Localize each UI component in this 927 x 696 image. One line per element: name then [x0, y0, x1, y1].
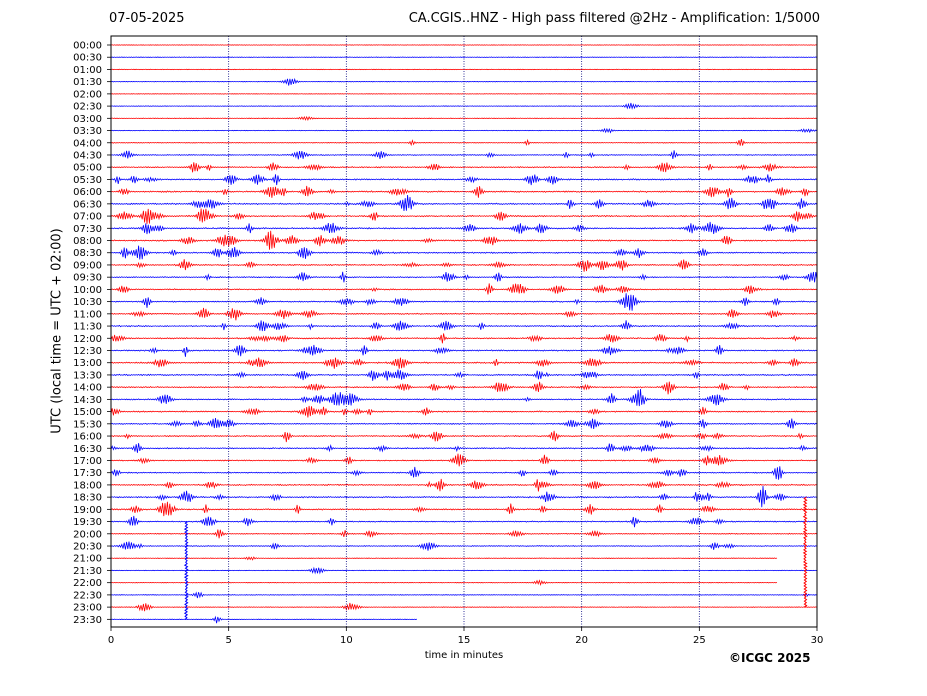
trace-row-1900 — [110, 501, 818, 517]
y-tick-label: 04:30 — [73, 150, 102, 161]
y-tick-label: 22:00 — [73, 578, 102, 589]
y-tick-label: 15:30 — [73, 419, 102, 430]
trace-row-0530 — [110, 174, 818, 186]
trace-row-0000 — [110, 44, 818, 46]
trace-row-0500 — [110, 162, 818, 173]
y-tick-label: 11:00 — [73, 309, 102, 320]
y-tick-label: 01:00 — [73, 65, 102, 76]
y-tick-label: 23:30 — [73, 615, 102, 626]
trace-row-0030 — [110, 56, 818, 58]
y-tick-label: 03:00 — [73, 114, 102, 125]
y-tick-label: 14:00 — [73, 383, 102, 394]
y-tick-label: 06:30 — [73, 199, 102, 210]
y-tick-label: 03:30 — [73, 126, 102, 137]
y-tick-label: 07:00 — [73, 212, 102, 223]
grid-group — [228, 36, 700, 627]
x-tick-label: 20 — [575, 635, 588, 646]
y-tick-label: 09:00 — [73, 260, 102, 271]
y-tick-label: 19:00 — [73, 505, 102, 516]
y-tick-label: 07:30 — [73, 224, 102, 235]
y-tick-label: 23:00 — [73, 603, 102, 614]
x-tick-label: 15 — [458, 635, 471, 646]
trace-row-0930 — [110, 271, 818, 283]
y-tick-label: 12:30 — [73, 346, 102, 357]
plot-frame — [110, 35, 818, 628]
trace-row-2100 — [110, 556, 778, 561]
y-tick-label: 10:30 — [73, 297, 102, 308]
y-tick-label: 19:30 — [73, 517, 102, 528]
x-tick-label: 30 — [811, 635, 824, 646]
y-tick-label: 02:30 — [73, 102, 102, 113]
y-tick-label: 06:00 — [73, 187, 102, 198]
y-tick-label: 09:30 — [73, 273, 102, 284]
trace-row-0130 — [110, 77, 818, 86]
trace-row-1000 — [110, 283, 818, 295]
x-tick-label: 5 — [225, 635, 231, 646]
trace-row-2330 — [110, 615, 418, 624]
trace-row-1230 — [110, 344, 818, 357]
y-tick-label: 00:00 — [73, 41, 102, 52]
y-tick-label: 14:30 — [73, 395, 102, 406]
chart-title: CA.CGIS..HNZ - High pass filtered @2Hz -… — [408, 11, 820, 26]
trace-row-2200 — [110, 579, 778, 586]
y-tick-label: 08:30 — [73, 248, 102, 259]
vertical-event-1 — [183, 521, 189, 620]
y-tick-label: 11:30 — [73, 322, 102, 333]
x-tick-label: 0 — [108, 635, 114, 646]
trace-row-0330 — [110, 127, 818, 134]
y-tick-label: 01:30 — [73, 77, 102, 88]
y-tick-label: 22:30 — [73, 590, 102, 601]
vertical-event-2 — [802, 496, 808, 608]
y-tick-label: 10:00 — [73, 285, 102, 296]
y-tick-label: 05:00 — [73, 163, 102, 174]
trace-row-2130 — [110, 566, 818, 575]
y-tick-label: 16:30 — [73, 444, 102, 455]
y-tick-label: 17:30 — [73, 468, 102, 479]
trace-row-0100 — [110, 68, 818, 71]
x-axis-label: time in minutes — [424, 650, 504, 661]
trace-row-0430 — [110, 150, 818, 160]
trace-row-2230 — [110, 591, 818, 599]
y-tick-label: 02:00 — [73, 89, 102, 100]
y-tick-label: 00:30 — [73, 53, 102, 64]
trace-row-1700 — [110, 453, 818, 467]
y-tick-label: 17:00 — [73, 456, 102, 467]
trace-row-0830 — [110, 245, 818, 260]
y-tick-label: 15:00 — [73, 407, 102, 418]
x-tick-label: 10 — [340, 635, 353, 646]
trace-row-1800 — [110, 478, 818, 492]
date-label: 07-05-2025 — [109, 11, 185, 26]
trace-row-1300 — [110, 357, 818, 369]
y-tick-label: 12:00 — [73, 334, 102, 345]
y-tick-label: 20:00 — [73, 529, 102, 540]
y-tick-label: 04:00 — [73, 138, 102, 149]
y-tick-label: 20:30 — [73, 542, 102, 553]
y-tick-label: 08:00 — [73, 236, 102, 247]
copyright-label: ©ICGC 2025 — [729, 651, 811, 665]
trace-row-2300 — [110, 602, 818, 612]
trace-row-1430 — [110, 388, 818, 407]
y-tick-label: 05:30 — [73, 175, 102, 186]
trace-row-0400 — [110, 138, 818, 147]
y-tick-label: 18:30 — [73, 493, 102, 504]
y-tick-label: 21:00 — [73, 554, 102, 565]
trace-row-1730 — [110, 466, 818, 480]
trace-row-0900 — [110, 259, 818, 272]
x-tick-label: 25 — [693, 635, 706, 646]
trace-row-1400 — [110, 381, 818, 395]
y-tick-label: 18:00 — [73, 480, 102, 491]
y-tick-label: 13:30 — [73, 370, 102, 381]
trace-row-1830 — [110, 485, 818, 508]
y-tick-label: 16:00 — [73, 432, 102, 443]
y-tick-label: 13:00 — [73, 358, 102, 369]
y-tick-label: 21:30 — [73, 566, 102, 577]
